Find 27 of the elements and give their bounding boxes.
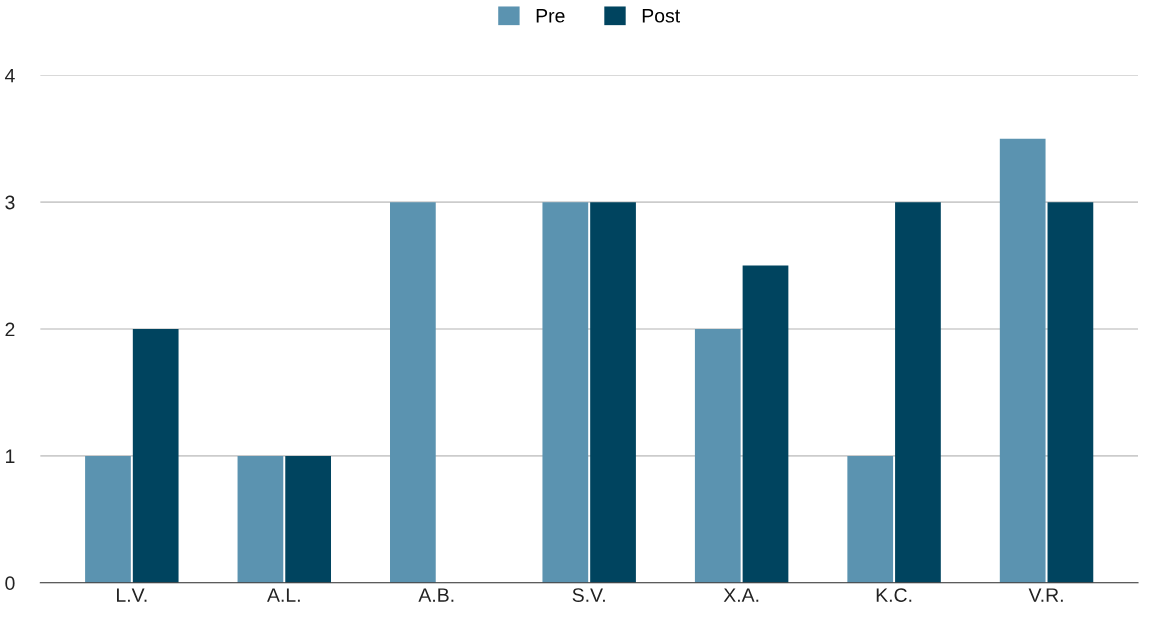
bar (237, 455, 284, 583)
bar (895, 202, 941, 583)
bar (390, 202, 436, 583)
bar (847, 455, 894, 583)
x-tick-label: S.V. (572, 588, 605, 602)
bar (85, 455, 131, 583)
x-tick-label: K.C. (876, 588, 912, 602)
x-tick-label: A.B. (418, 588, 454, 602)
y-tick-label: 0 (5, 576, 15, 591)
x-tick-label: L.V. (117, 588, 147, 602)
bar (542, 202, 589, 583)
legend-label: Pre (536, 9, 565, 23)
bar (742, 265, 789, 583)
bar (590, 202, 636, 583)
bar (132, 329, 179, 583)
y-tick-label: 3 (5, 195, 15, 210)
y-tick-label: 4 (4, 68, 15, 83)
x-tick-label: X.A. (723, 588, 759, 602)
bar (285, 455, 332, 583)
bar (1047, 202, 1094, 583)
bar (999, 138, 1046, 583)
x-tick-label: A.L. (267, 588, 300, 602)
legend-label: Post (642, 9, 681, 23)
y-tick-label: 1 (6, 449, 15, 463)
bar (694, 329, 741, 583)
x-tick-label: V.R. (1028, 588, 1063, 602)
y-tick-label: 2 (5, 322, 15, 337)
